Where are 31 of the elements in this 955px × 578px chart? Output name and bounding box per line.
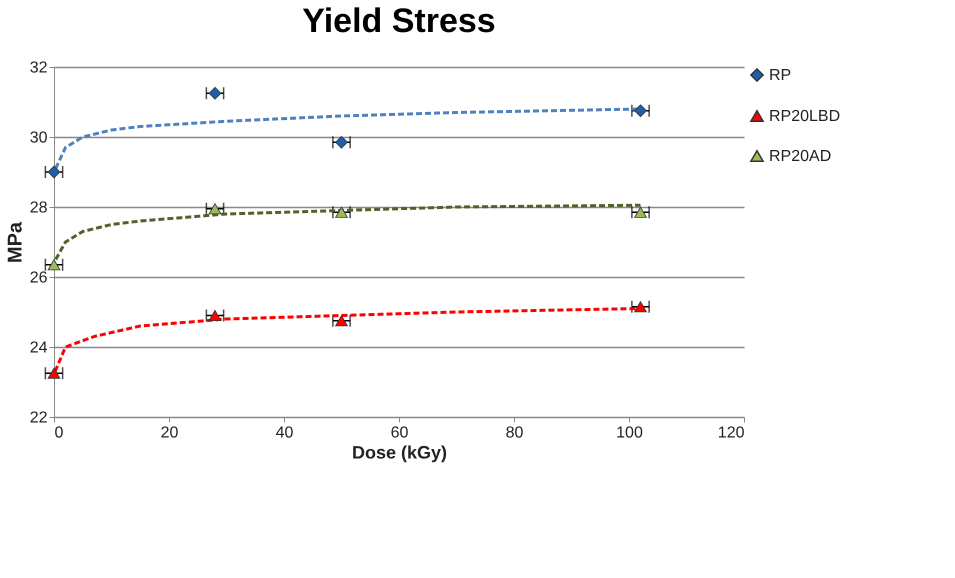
y-tick-label: 24 — [30, 340, 48, 356]
point — [208, 203, 222, 214]
y-tick-label: 32 — [30, 60, 48, 76]
y-tick-label: 28 — [30, 200, 48, 216]
point — [335, 315, 348, 326]
x-tick-label: 40 — [276, 424, 294, 442]
point — [48, 368, 60, 379]
x-tick-label: 0 — [54, 424, 64, 442]
y-tick-label: 30 — [30, 130, 48, 146]
y-tick-label: 26 — [30, 270, 48, 286]
y-axis-title: MPa — [4, 221, 27, 264]
x-tick-label: 20 — [160, 424, 178, 442]
point — [335, 206, 348, 218]
chart-title: Yield Stress — [302, 2, 496, 40]
y-tick-label: 22 — [30, 410, 48, 426]
x-tick-label: 60 — [390, 424, 408, 442]
legend-label: RP — [769, 67, 792, 84]
point — [634, 104, 647, 118]
x-tick-label: 80 — [506, 424, 524, 442]
x-tick-label: 100 — [616, 424, 643, 442]
point — [208, 86, 222, 100]
point — [208, 310, 222, 322]
x-axis-title: Dose (kGy) — [352, 442, 448, 462]
legend-label: RP20LBD — [769, 108, 840, 125]
x-tick-label: 120 — [718, 424, 745, 442]
point — [335, 136, 348, 149]
point — [48, 259, 60, 270]
point — [48, 166, 60, 178]
legend-label: RP20AD — [769, 148, 832, 165]
point — [634, 206, 647, 218]
point — [634, 301, 647, 312]
